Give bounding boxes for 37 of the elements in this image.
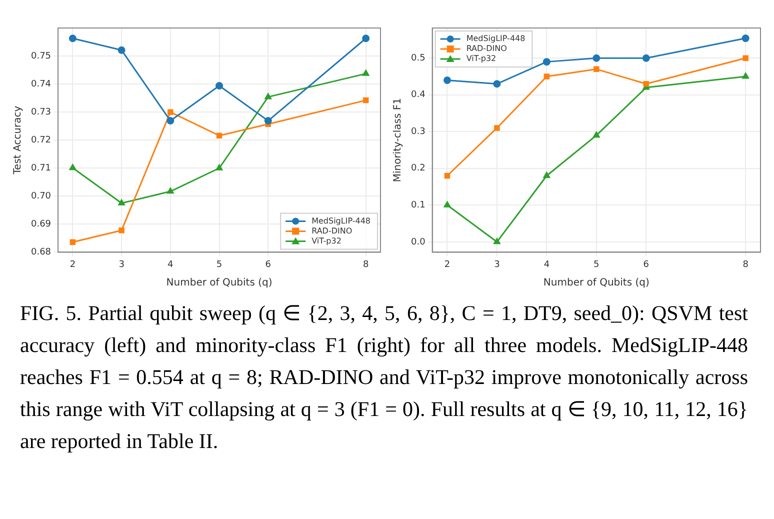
x-tick-label: 3 (494, 260, 500, 270)
y-tick-label: 0.71 (30, 163, 52, 174)
x-tick-label: 4 (544, 260, 550, 270)
y-tick-label: 0.3 (410, 126, 426, 137)
x-axis-title: Number of Qubits (q) (543, 278, 650, 289)
y-axis-title: Test Accuracy (12, 106, 24, 176)
legend-label: ViT-p32 (466, 54, 496, 64)
y-tick-label: 0.69 (30, 220, 52, 230)
legend-label: MedSigLIP-448 (466, 34, 526, 44)
x-tick-label: 2 (70, 260, 76, 270)
x-tick-label: 5 (594, 260, 600, 270)
x-tick-label: 5 (216, 260, 222, 270)
y-tick-label: 0.68 (30, 248, 52, 258)
x-tick-label: 6 (265, 260, 272, 270)
legend-label: RAD-DINO (312, 226, 352, 236)
legend-label: MedSigLIP-448 (312, 216, 371, 226)
y-tick-label: 0.1 (410, 200, 426, 210)
legend-label: ViT-p32 (312, 236, 342, 246)
x-tick-label: 8 (742, 260, 749, 270)
y-tick-label: 0.75 (30, 51, 52, 62)
x-tick-label: 6 (643, 260, 650, 270)
y-tick-label: 0.70 (30, 191, 52, 202)
x-tick-label: 3 (118, 260, 124, 270)
caption: FIG. 5. Partial qubit sweep (q ∈ {2, 3, 4, 5, 6, 8}, C = 1, DT9, seed_0): QSVM test accuracy (left) and minority-class F1 (right) for all three models. MedSigLIP-448 reaches F1 = 0.554 at q = 8; RAD-DINO and ViT-p32 improve monotonically across this range with ViT collapsing at q = 3 (F1 = 0). Full results at q ∈ {9, 10, 11, 12, 16} are reported in Table II. (19, 300, 749, 455)
x-tick-label: 2 (444, 260, 450, 270)
legend-label: RAD-DINO (466, 44, 507, 54)
x-tick-label: 8 (362, 260, 369, 270)
y-tick-label: 0.4 (410, 90, 426, 100)
y-tick-label: 0.5 (410, 53, 426, 64)
y-tick-label: 0.74 (30, 79, 52, 90)
y-tick-label: 0.73 (30, 107, 52, 118)
x-tick-label: 4 (168, 260, 174, 270)
x-axis-title: Number of Qubits (q) (166, 278, 272, 289)
y-tick-label: 0.72 (30, 135, 52, 146)
y-tick-label: 0.2 (410, 164, 426, 174)
y-tick-label: 0.0 (410, 237, 426, 248)
y-axis-title: Minority-class F1 (392, 98, 404, 182)
